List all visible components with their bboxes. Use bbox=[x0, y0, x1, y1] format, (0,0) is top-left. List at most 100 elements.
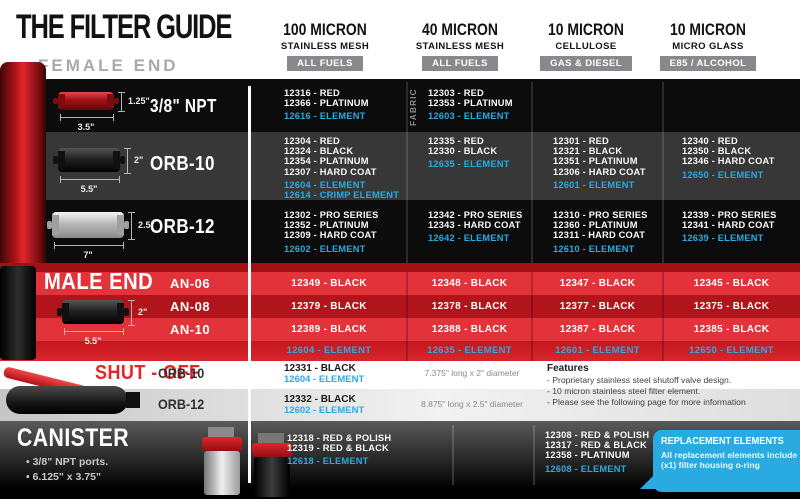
part-number: 12309 - HARD COAT bbox=[284, 230, 377, 241]
part-number: 12311 - HARD COAT bbox=[553, 230, 646, 241]
element-group: 12616 - ELEMENT bbox=[284, 111, 369, 121]
dimension-height-label: 1.25" bbox=[128, 96, 150, 106]
part-number: 12310 - PRO SERIES bbox=[553, 210, 648, 220]
feature-line: - 10 micron stainless steel filter eleme… bbox=[547, 386, 701, 397]
dimension-height-label: 2" bbox=[138, 307, 148, 317]
male-row-label: AN-06 bbox=[170, 276, 211, 291]
filter-end-cap bbox=[117, 215, 124, 235]
element-number: 12602 - ELEMENT bbox=[284, 405, 365, 416]
part-number: 12321 - BLACK bbox=[553, 146, 623, 157]
dimension-width-label: 7" bbox=[83, 250, 93, 260]
canister-bracket bbox=[208, 427, 234, 439]
female-row-label: 3/8" NPT bbox=[150, 96, 217, 116]
part-number-cell: 12375 - BLACK bbox=[693, 301, 770, 312]
replacement-elements-title: REPLACEMENT ELEMENTS bbox=[661, 436, 784, 447]
filter-port bbox=[124, 308, 129, 316]
column-header: 40 MICRON STAINLESS MESH ALL FUELS bbox=[385, 20, 535, 71]
element-number-cell: 12601 - ELEMENT bbox=[555, 345, 640, 356]
part-number: 12317 - RED & BLACK bbox=[545, 440, 647, 451]
filter-icon bbox=[57, 300, 129, 324]
element-number: 12614 - CRIMP ELEMENT bbox=[284, 190, 400, 201]
canister-body-silver bbox=[204, 451, 240, 495]
element-group: 12639 - ELEMENT bbox=[682, 233, 777, 243]
part-number-cell: 12340 - RED 12350 - BLACK 12346 - HARD COA… bbox=[682, 136, 775, 180]
part-number-cell: 12347 - BLACK bbox=[559, 278, 636, 289]
element-number-cell: 12604 - ELEMENT bbox=[286, 345, 372, 356]
element-number: 12639 - ELEMENT bbox=[682, 233, 764, 244]
element-group: 12608 - ELEMENT bbox=[545, 464, 649, 474]
part-number: 12304 - RED bbox=[284, 136, 340, 146]
part-number: 12346 - HARD COAT bbox=[682, 156, 775, 167]
part-number: 12366 - PLATINUM bbox=[284, 98, 369, 109]
filter-port bbox=[120, 156, 125, 164]
part-number: 12335 - RED bbox=[428, 136, 484, 146]
dimension-height-label: 2" bbox=[134, 155, 144, 165]
element-number: 12635 - ELEMENT bbox=[428, 159, 510, 170]
canister-bullet: • 6.125" x 3.75" bbox=[26, 471, 101, 483]
element-group: 12601 - ELEMENT bbox=[553, 180, 646, 190]
part-number: 12301 - RED bbox=[553, 136, 609, 146]
female-end-heading: FEMALE END bbox=[38, 56, 179, 75]
male-end-row-band-2 bbox=[0, 295, 800, 318]
shutoff-row-label: ORB-12 bbox=[158, 396, 205, 412]
part-number: 12331 - BLACK bbox=[284, 363, 356, 374]
part-number: 12343 - HARD COAT bbox=[428, 220, 521, 231]
part-number-cell: 12302 - PRO SERIES 12352 - PLATINUM 12309 … bbox=[284, 210, 379, 254]
shutoff-size-note: 7.375" long x 2" diameter bbox=[424, 368, 520, 378]
column-divider bbox=[662, 272, 664, 361]
dimension-width-label: 3.5" bbox=[77, 122, 95, 132]
column-divider bbox=[662, 82, 664, 263]
part-number: 12360 - PLATINUM bbox=[553, 220, 638, 231]
column-divider bbox=[452, 425, 454, 485]
part-number-cell: 12387 - BLACK bbox=[559, 324, 636, 335]
element-group: 12635 - ELEMENT bbox=[428, 159, 510, 169]
column-divider bbox=[406, 82, 408, 263]
filter-end-cap bbox=[62, 302, 69, 322]
male-end-top-strip bbox=[0, 263, 800, 272]
part-number: 12358 - PLATINUM bbox=[545, 450, 630, 461]
filter-icon bbox=[53, 92, 119, 110]
column-header: 10 MICRON MICRO GLASS E85 / ALCOHOL bbox=[633, 20, 783, 71]
part-number: 12352 - PLATINUM bbox=[284, 220, 369, 231]
part-number: 12324 - BLACK bbox=[284, 146, 354, 157]
element-number: 12616 - ELEMENT bbox=[284, 111, 366, 122]
part-number: 12318 - RED & POLISH bbox=[287, 433, 392, 443]
fuel-type-badge: E85 / ALCOHOL bbox=[659, 56, 757, 71]
filter-end-cap bbox=[58, 94, 65, 108]
column-divider bbox=[533, 425, 535, 485]
part-number: 12339 - PRO SERIES bbox=[682, 210, 777, 220]
part-number-cell: 12378 - BLACK bbox=[431, 301, 508, 312]
part-number: 12353 - PLATINUM bbox=[428, 98, 513, 109]
column-micron-label: 100 MICRON bbox=[283, 20, 367, 39]
shutoff-row-band-1 bbox=[0, 361, 800, 389]
part-number: 12332 - BLACK bbox=[284, 394, 356, 405]
element-number-cell: 12635 - ELEMENT bbox=[427, 345, 512, 356]
element-number: 12618 - ELEMENT bbox=[287, 456, 369, 467]
features-heading: Features bbox=[547, 363, 589, 374]
shutoff-size-note: 8.875" long x 2.5" diameter bbox=[421, 399, 523, 409]
filter-port bbox=[53, 156, 58, 164]
part-number: 12307 - HARD COAT bbox=[284, 166, 377, 177]
filter-end-cap bbox=[113, 150, 120, 170]
male-end-element-band bbox=[0, 341, 800, 361]
page-title: THE FILTER GUIDE bbox=[16, 8, 232, 46]
dimension-line-height bbox=[124, 148, 131, 174]
part-number: 12341 - HARD COAT bbox=[682, 220, 775, 231]
fuel-type-badge: ALL FUELS bbox=[287, 56, 363, 71]
part-number-cell: 12335 - RED 12330 - BLACK 12635 - ELEMENT bbox=[428, 136, 510, 170]
filter-port bbox=[124, 220, 129, 230]
filter-end-cap bbox=[52, 215, 59, 235]
callout-tail bbox=[640, 473, 656, 489]
filter-end-cap bbox=[58, 150, 65, 170]
element-number-cell: 12650 - ELEMENT bbox=[689, 345, 774, 356]
male-fitting-photo bbox=[0, 266, 36, 360]
part-number: 12308 - RED & POLISH bbox=[545, 430, 650, 440]
part-number-cell: 12345 - BLACK bbox=[693, 278, 770, 289]
column-media-label: MICRO GLASS bbox=[672, 41, 744, 52]
column-header: 100 MICRON STAINLESS MESH ALL FUELS bbox=[250, 20, 400, 71]
shutoff-row-label: ORB-10 bbox=[158, 365, 205, 381]
part-number-cell: 12348 - BLACK bbox=[431, 278, 508, 289]
column-micron-label: 10 MICRON bbox=[670, 20, 746, 39]
dimension-line-height bbox=[128, 300, 135, 326]
